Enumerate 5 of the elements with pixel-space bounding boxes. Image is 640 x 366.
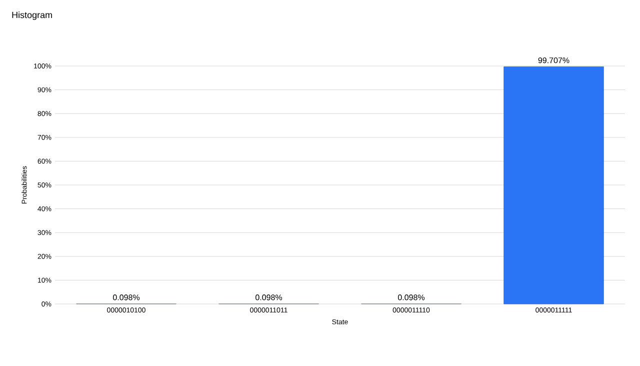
data-label: 99.707% [538,57,570,64]
data-label: 0.098% [256,294,282,300]
data-label: 0.098% [398,294,425,300]
chart-title: Histogram [12,12,52,20]
data-label: 0.098% [113,294,140,300]
